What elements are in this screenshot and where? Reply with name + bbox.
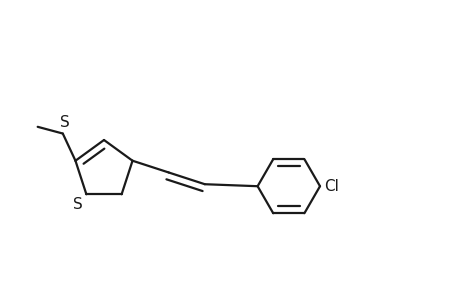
Text: S: S: [59, 115, 69, 130]
Text: S: S: [73, 197, 82, 212]
Text: Cl: Cl: [323, 179, 338, 194]
